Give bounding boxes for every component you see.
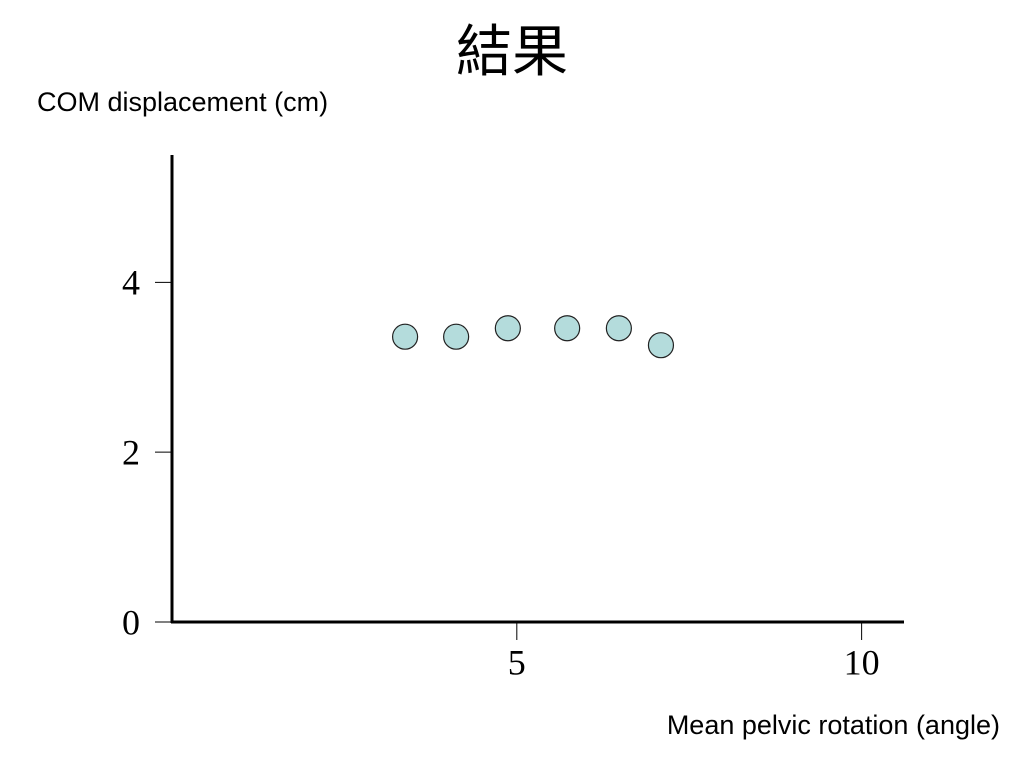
- point: [647, 332, 675, 359]
- y-tick-label: 0: [122, 602, 140, 642]
- x-axis-title: Mean pelvic rotation (angle): [667, 710, 1000, 740]
- y-axis-title: COM displacement (cm): [37, 87, 328, 117]
- y-tick-label: 2: [122, 432, 140, 472]
- x-tick-label: 5: [508, 642, 526, 682]
- y-tick-label: 4: [122, 263, 140, 303]
- point: [391, 323, 419, 350]
- chart-title: 結果: [456, 20, 568, 85]
- point: [605, 315, 632, 342]
- x-tick-label: 10: [844, 642, 880, 682]
- point: [554, 315, 581, 342]
- point: [494, 315, 521, 342]
- point: [443, 323, 470, 350]
